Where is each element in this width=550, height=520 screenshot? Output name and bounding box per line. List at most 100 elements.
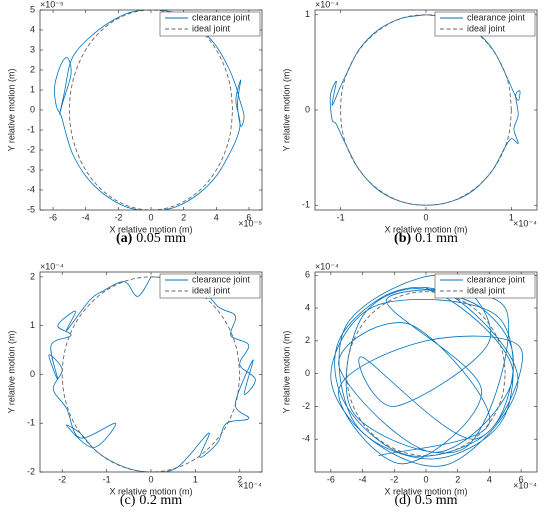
x-tick-label: 2 <box>181 212 186 222</box>
x-tick-label: 6 <box>519 474 524 484</box>
plot-lines <box>329 14 521 206</box>
axes-box <box>314 9 538 211</box>
x-tick-label: -4 <box>82 212 90 222</box>
x-tick-label: -1 <box>103 474 111 484</box>
caption-text: 0.2 mm <box>139 493 182 508</box>
y-tick-label: 4 <box>305 302 310 312</box>
plot-area <box>315 272 537 472</box>
x-tick-label: 0 <box>148 212 153 222</box>
y-tick-label: 2 <box>30 64 35 74</box>
legend-label: clearance joint <box>467 12 526 22</box>
axes-box <box>39 9 263 211</box>
y-tick-label: 6 <box>305 270 310 280</box>
y-tick-label: 3 <box>30 44 35 54</box>
subplot: -6 -4 -2 0 2 4 6 -5 -4 -3 -2 -1 0 1 2 3 4 5 ×10⁻⁵ ×10⁻⁵ X re… <box>6 0 263 246</box>
x-tick-label: 1 <box>193 474 198 484</box>
legend-box <box>434 273 536 299</box>
legend-box <box>434 11 536 37</box>
axes-box <box>39 271 263 473</box>
legend-label: ideal joint <box>192 285 231 295</box>
y-axis-label: Y relative motion (m) <box>281 331 291 414</box>
y-tick-label: 1 <box>30 320 35 330</box>
y-tick-label: -1 <box>27 418 35 428</box>
y-tick-label: 2 <box>305 335 310 345</box>
caption: (c) 0.2 mm <box>120 493 182 508</box>
legend-label: clearance joint <box>467 274 526 284</box>
x-tick-label: 6 <box>246 212 251 222</box>
legend-label: clearance joint <box>192 12 251 22</box>
y-tick-label: 1 <box>305 9 310 19</box>
series-line <box>346 291 506 457</box>
series-line <box>54 10 245 210</box>
plot-area <box>40 272 262 472</box>
y-tick-label: 5 <box>30 4 35 14</box>
series-line <box>48 276 256 472</box>
y-exponent: ×10⁻⁵ <box>40 0 64 9</box>
caption: (d) 0.5 mm <box>394 493 457 508</box>
subplot: -1 0 1-101×10⁻⁴×10⁻⁴X relative motion (m)Y… <box>281 0 538 246</box>
legend-box <box>159 11 261 37</box>
x-tick-label: 2 <box>237 474 242 484</box>
x-tick-label: -4 <box>359 474 367 484</box>
legend-label: ideal joint <box>192 23 231 33</box>
y-exponent: ×10⁻⁴ <box>315 0 339 9</box>
caption-panel: (a) <box>116 231 133 246</box>
caption: (a) 0.05 mm <box>116 231 186 246</box>
plot-area <box>40 10 262 210</box>
caption-text: 0.1 mm <box>415 231 458 246</box>
caption-panel: (c) <box>120 493 136 508</box>
y-tick-label: 4 <box>30 24 35 34</box>
x-tick-label: 1 <box>509 212 514 222</box>
y-tick-label: -2 <box>27 144 35 154</box>
y-axis-label: Y relative motion (m) <box>6 69 16 152</box>
x-tick-label: 0 <box>423 212 428 222</box>
y-exponent: ×10⁻⁴ <box>315 261 339 271</box>
y-tick-label: 1 <box>30 84 35 94</box>
series-line <box>329 14 521 206</box>
x-axis-label: X relative motion (m) <box>109 224 192 234</box>
x-tick-label: -1 <box>337 212 345 222</box>
caption-panel: (b) <box>394 231 411 246</box>
y-exponent: ×10⁻⁴ <box>40 261 64 271</box>
y-tick-label: -4 <box>302 434 310 444</box>
caption-panel: (d) <box>394 493 411 508</box>
y-tick-label: -4 <box>27 184 35 194</box>
x-axis-label: X relative motion (m) <box>384 486 467 496</box>
caption: (b) 0.1 mm <box>394 231 458 246</box>
x-exponent: ×10⁻⁴ <box>238 480 262 490</box>
caption-text: 0.05 mm <box>136 231 186 246</box>
legend-label: ideal joint <box>467 23 506 33</box>
x-tick-label: -6 <box>327 474 335 484</box>
legend-box <box>159 273 261 299</box>
y-tick-label: -2 <box>302 401 310 411</box>
y-tick-label: -1 <box>27 124 35 134</box>
y-tick-label: -5 <box>27 204 35 214</box>
y-tick-label: 0 <box>305 104 310 114</box>
x-tick-label: -2 <box>114 212 122 222</box>
y-tick-label: 2 <box>30 271 35 281</box>
x-tick-label: 4 <box>214 212 219 222</box>
y-tick-label: 0 <box>305 368 310 378</box>
caption-text: 0.5 mm <box>415 493 458 508</box>
x-tick-label: 2 <box>455 474 460 484</box>
x-axis-label: X relative motion (m) <box>109 486 192 496</box>
y-axis-label: Y relative motion (m) <box>6 331 16 414</box>
y-axis-label: Y relative motion (m) <box>281 69 291 152</box>
legend-label: ideal joint <box>467 285 506 295</box>
x-exponent: ×10⁻⁴ <box>513 218 537 228</box>
x-tick-label: 4 <box>487 474 492 484</box>
y-tick-label: 0 <box>30 369 35 379</box>
x-tick-label: -2 <box>390 474 398 484</box>
y-tick-label: 0 <box>30 104 35 114</box>
axes-box <box>314 271 538 473</box>
legend-label: clearance joint <box>192 274 251 284</box>
x-tick-label: 0 <box>423 474 428 484</box>
x-tick-label: 0 <box>148 474 153 484</box>
